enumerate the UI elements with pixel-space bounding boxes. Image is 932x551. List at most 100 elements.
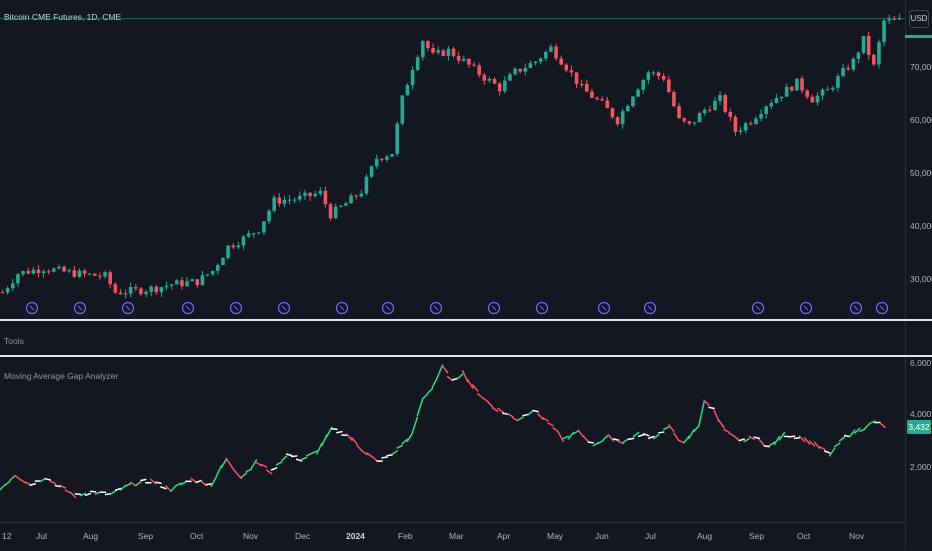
indicator-segment [573, 431, 578, 434]
candle [416, 55, 420, 72]
candle [380, 158, 384, 162]
candle [252, 233, 256, 238]
indicator-segment [25, 482, 30, 484]
candle [278, 193, 282, 207]
indicator-segment [654, 435, 659, 439]
candle-body [252, 233, 256, 234]
candle-body [216, 265, 220, 271]
price-tick-label: 30,000 [910, 274, 932, 284]
indicator-segment [473, 385, 478, 391]
candle-body [401, 95, 405, 123]
candle-body [590, 92, 594, 98]
candle [559, 55, 563, 65]
candle-body [324, 191, 328, 204]
candle [565, 63, 569, 72]
candle-body [221, 258, 225, 265]
candle [73, 266, 77, 278]
indicator-segment [136, 482, 141, 485]
indicator-segment [860, 429, 865, 431]
time-tick-label: Nov [243, 531, 258, 541]
candle [477, 63, 481, 78]
candle [852, 57, 856, 71]
indicator-pane[interactable] [0, 360, 905, 518]
candle [488, 76, 492, 83]
candle-body [26, 271, 30, 274]
candle-body [539, 59, 543, 62]
candle [406, 83, 410, 95]
indicator-segment [588, 442, 593, 443]
candle-body [749, 123, 753, 124]
candle-body [882, 21, 886, 43]
candle-body [447, 49, 451, 56]
candle [52, 267, 56, 272]
indicator-segment [407, 433, 412, 441]
candle [554, 44, 558, 61]
candle-body [785, 87, 789, 97]
candle-body [641, 80, 645, 90]
candle-body [226, 246, 230, 258]
main-chart-pane[interactable] [0, 8, 905, 318]
candle [770, 99, 774, 109]
candle [513, 67, 517, 75]
indicator-segment [337, 432, 342, 433]
indicator-segment [749, 436, 754, 439]
candlestick-chart[interactable] [0, 8, 905, 318]
candle-body [155, 287, 159, 293]
currency-button[interactable]: USD [909, 10, 929, 28]
candle-body [862, 36, 866, 53]
indicator-segment [870, 421, 875, 423]
event-marker-icon [279, 303, 290, 314]
indicator-segment [840, 437, 845, 441]
indicator-segment [111, 491, 116, 494]
candle [816, 92, 820, 105]
indicator-segment [699, 402, 704, 425]
event-marker-icon [877, 303, 888, 314]
price-tick-label: 40,000 [910, 221, 932, 231]
candle-body [734, 117, 738, 132]
candle [626, 104, 630, 111]
candle-body [857, 53, 861, 59]
indicator-segment [206, 484, 211, 485]
candle-body [657, 72, 661, 76]
candle-body [283, 200, 287, 204]
indicator-line-chart[interactable] [0, 360, 905, 518]
candle-body [667, 80, 671, 93]
indicator-segment [830, 448, 835, 455]
indicator-segment [880, 423, 885, 427]
candle-body [390, 154, 394, 156]
tools-label[interactable]: Tools [4, 336, 24, 346]
pane-separator-bottom[interactable] [0, 355, 932, 357]
candle-body [631, 97, 635, 106]
indicator-segment [855, 428, 860, 433]
candle-body [1, 292, 5, 293]
indicator-segment [789, 436, 794, 437]
indicator-segment [639, 435, 644, 437]
candle [365, 174, 369, 196]
pane-separator-top[interactable] [0, 319, 932, 321]
event-marker-icon [123, 303, 134, 314]
event-marker-icon [183, 303, 194, 314]
candle [26, 268, 30, 275]
indicator-segment [734, 436, 739, 440]
candle [329, 202, 333, 220]
candle-body [770, 103, 774, 107]
indicator-segment [387, 455, 392, 456]
indicator-segment [332, 429, 337, 430]
candle [780, 97, 784, 102]
indicator-segment [769, 442, 774, 446]
indicator-segment [60, 485, 65, 487]
candle-body [431, 48, 435, 53]
indicator-segment [352, 438, 357, 444]
candle [231, 243, 235, 249]
candle [370, 165, 374, 178]
candle [677, 103, 681, 119]
time-tick-label: Oct [797, 531, 810, 541]
candle-body [616, 117, 620, 124]
candle-body [524, 68, 528, 72]
indicator-segment [201, 481, 206, 485]
candle [898, 14, 902, 20]
candle-body [677, 106, 681, 118]
candle [734, 115, 738, 136]
candle [723, 93, 727, 113]
